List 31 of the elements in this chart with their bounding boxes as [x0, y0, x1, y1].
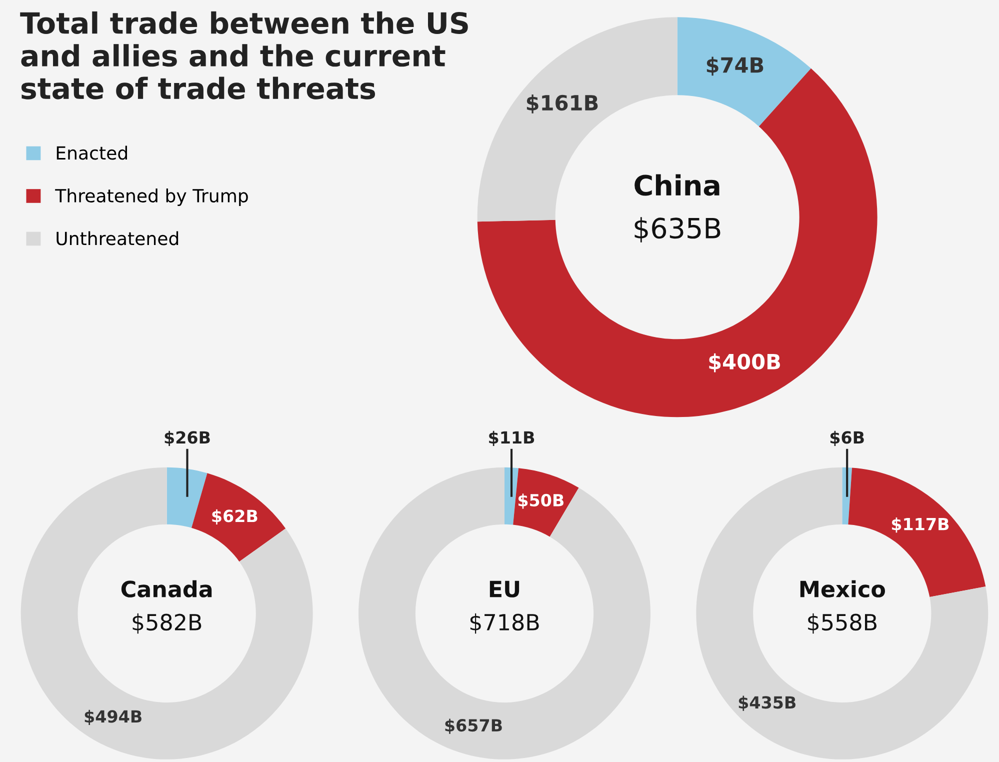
text: $635B: [634, 217, 720, 242]
data-label: $657B: [445, 718, 502, 734]
text: Mexico: [800, 580, 885, 598]
donut-slice: [166, 467, 208, 528]
data-label: $74B: [706, 56, 764, 76]
data-label: $50B: [518, 494, 564, 509]
data-label: $26B: [164, 430, 210, 446]
data-label: $6B: [830, 430, 864, 446]
donut-slice: [358, 467, 650, 760]
text: EU: [490, 580, 520, 598]
data-label: $11B: [489, 430, 534, 446]
donut-slice: [513, 468, 579, 537]
legend-label: Unthreatened: [56, 231, 178, 246]
data-label: $161B: [526, 94, 598, 114]
donut-slice: [677, 17, 812, 126]
donut-slice: [20, 467, 313, 760]
text: Canada: [121, 580, 212, 598]
donut-slice: [192, 473, 286, 562]
data-label: $117B: [892, 517, 949, 533]
data-label: $435B: [738, 696, 796, 711]
text: $558B: [808, 613, 876, 634]
data-label: $62B: [212, 509, 258, 524]
legend-label: Threatened by Trump: [55, 188, 248, 206]
text: Total trade between the US and allies and the current state of trade threats: [20, 11, 468, 100]
legend-label: Enacted: [56, 146, 127, 160]
text: China: [634, 174, 720, 196]
text: $582B: [132, 613, 202, 634]
data-label: $494B: [84, 710, 142, 725]
donut-slice: [696, 467, 988, 760]
data-label: $400B: [709, 353, 780, 372]
text: $718B: [470, 613, 539, 634]
